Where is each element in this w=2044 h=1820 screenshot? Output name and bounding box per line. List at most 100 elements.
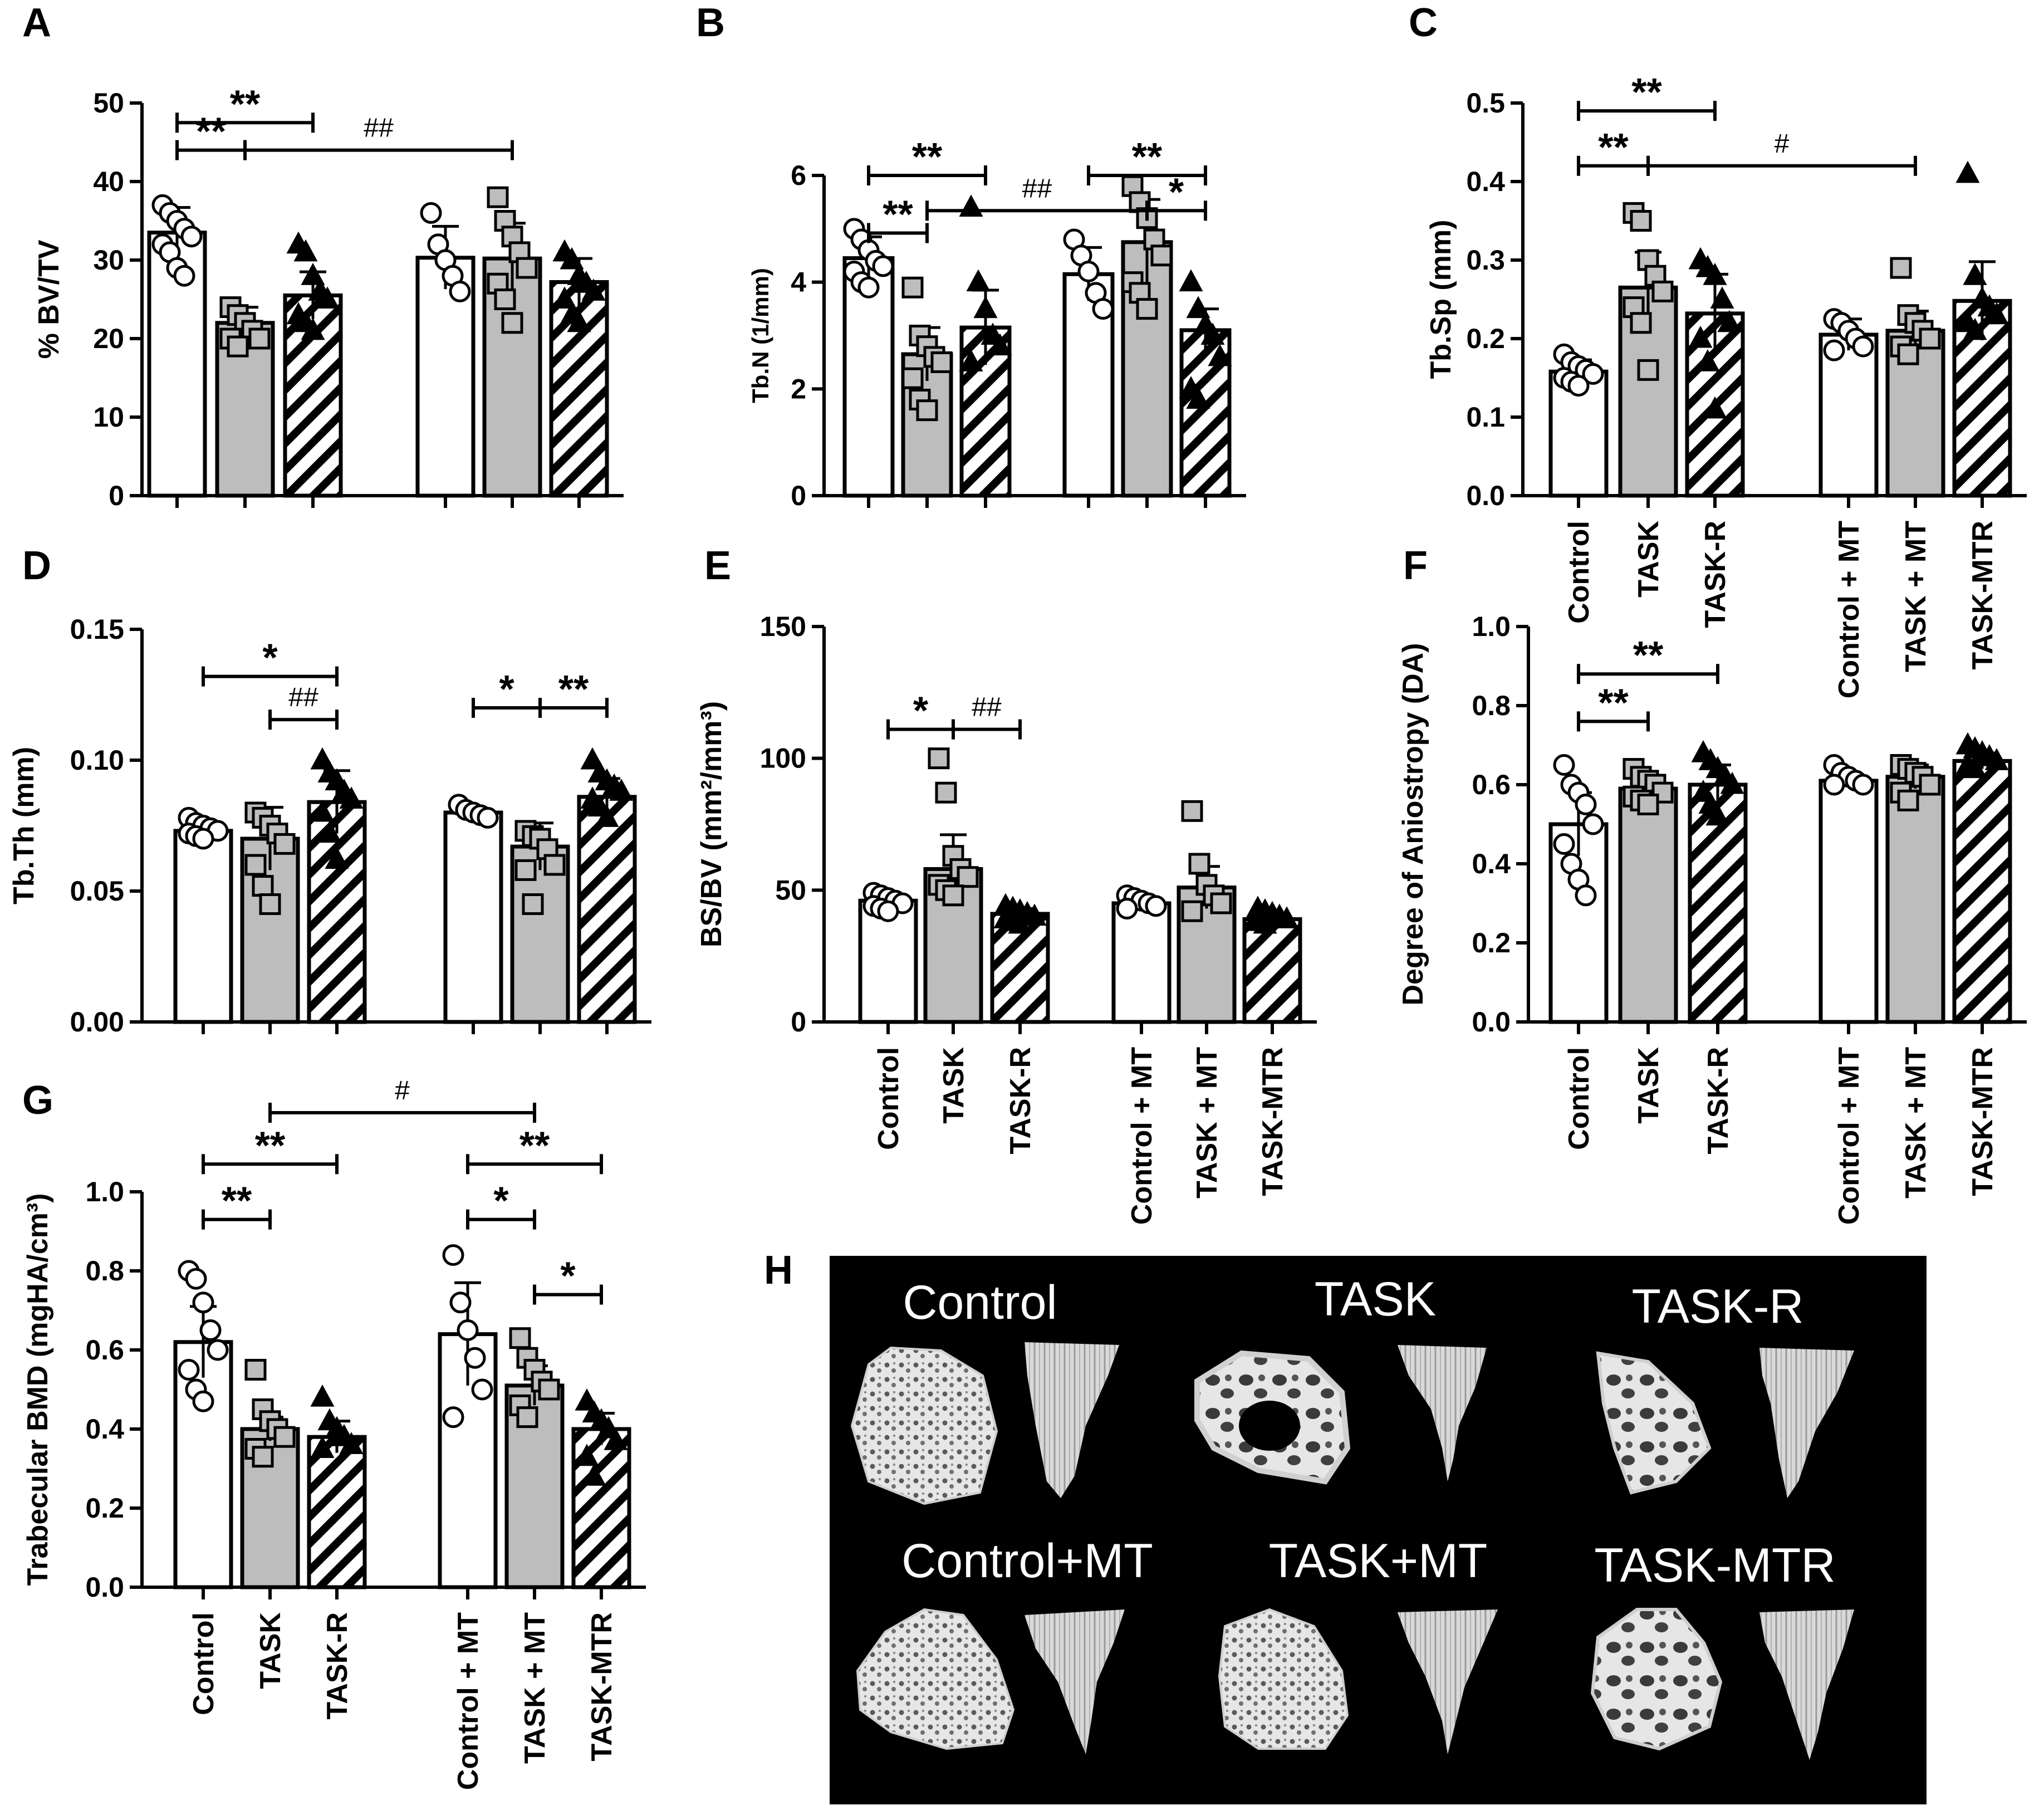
significance-label: ** xyxy=(1631,70,1662,114)
chart-panel-c: C 0.0 0.1 0.2 0.3 0.4 0.5 Tb.Sp (mm) Control TASK… xyxy=(1409,1,2027,698)
chart-panel-e: E 0 50 100 150 BS/BV (mm²/mm³) Control TASK TASK… xyxy=(695,544,1317,1225)
x-tick-label: TASK + MT xyxy=(1191,1047,1223,1198)
bar-control-mt xyxy=(1818,332,1879,498)
ct-task-mtr-cone xyxy=(1759,1609,1854,1760)
panel-letter: A xyxy=(22,1,51,45)
significance-bracket: * xyxy=(1145,170,1207,221)
x-tick-label: TASK-MTR xyxy=(1967,521,1999,670)
bar-task xyxy=(1618,786,1678,1024)
data-point xyxy=(1897,343,1919,365)
data-point xyxy=(339,1432,364,1454)
significance-bracket: * xyxy=(202,636,339,687)
y-axis-label: Tb.Sp (mm) xyxy=(1425,220,1457,379)
bar-task-mtr xyxy=(577,795,637,1024)
data-point xyxy=(1710,286,1734,309)
data-point xyxy=(1984,302,2009,325)
significance-label: ** xyxy=(196,110,227,153)
chart-panel-b: B 0 2 4 6 Tb.N (1/mm) ** ** ** ## * xyxy=(696,1,1246,511)
significance-bracket: # xyxy=(268,1076,536,1123)
x-tick-label: TASK-R xyxy=(1702,1047,1734,1154)
data-point xyxy=(1890,257,1912,279)
y-tick-label: 0.00 xyxy=(70,1006,124,1038)
ct-label-task-mtr: TASK-MTR xyxy=(1594,1539,1835,1592)
data-point xyxy=(1022,903,1047,926)
x-tick-label: TASK xyxy=(1633,1047,1665,1124)
y-tick-label: 0.2 xyxy=(1466,323,1505,354)
significance-bracket: ** xyxy=(1577,633,1719,684)
data-point xyxy=(325,847,349,869)
significance-bracket: ## xyxy=(268,683,339,730)
data-point xyxy=(514,859,537,881)
panel-letter: E xyxy=(704,544,731,588)
panel-letter: C xyxy=(1409,1,1438,45)
data-point xyxy=(1253,911,1277,934)
data-point xyxy=(877,900,899,922)
y-tick-label: 20 xyxy=(93,323,124,354)
data-point xyxy=(1116,897,1138,919)
ct-task-r-cross-section xyxy=(1596,1351,1712,1495)
ct-task-cross-section xyxy=(1194,1350,1351,1485)
data-point xyxy=(477,806,499,829)
data-point xyxy=(516,1406,538,1428)
ct-control-cone xyxy=(1025,1342,1119,1498)
y-tick-label: 0.6 xyxy=(85,1334,124,1366)
data-point xyxy=(442,1406,464,1428)
data-point xyxy=(582,1464,606,1486)
y-tick-label: 40 xyxy=(93,166,124,197)
y-tick-label: 1.0 xyxy=(1472,611,1511,642)
data-point xyxy=(966,269,991,292)
bar-task-mt xyxy=(1885,775,1945,1024)
significance-label: ** xyxy=(883,193,913,236)
significance-label: * xyxy=(1169,170,1184,213)
data-point xyxy=(1575,794,1597,815)
significance-label: # xyxy=(1775,129,1790,159)
data-point xyxy=(1703,263,1727,285)
data-point xyxy=(1919,774,1941,796)
data-point xyxy=(560,247,584,270)
x-tick-label: TASK + MT xyxy=(1900,521,1932,672)
significance-label: * xyxy=(262,636,278,679)
data-point xyxy=(1186,386,1210,409)
ct-task-r-cone xyxy=(1759,1348,1854,1498)
data-point xyxy=(301,263,325,285)
data-point xyxy=(339,786,364,809)
data-point xyxy=(1567,375,1590,397)
significance-label: ** xyxy=(255,1123,286,1167)
significance-label: * xyxy=(560,1254,576,1298)
y-tick-label: 1.0 xyxy=(85,1176,124,1207)
data-point xyxy=(959,349,983,371)
ct-label-task-mt: TASK+MT xyxy=(1269,1534,1488,1588)
y-tick-label: 4 xyxy=(791,267,806,298)
significance-label: * xyxy=(499,667,514,711)
data-point xyxy=(173,265,195,287)
data-point xyxy=(1145,895,1167,917)
data-point xyxy=(1553,754,1575,776)
x-tick-label: Control xyxy=(1563,521,1595,624)
significance-label: ** xyxy=(222,1179,252,1222)
significance-label: * xyxy=(913,689,929,732)
x-tick-label: TASK-MTR xyxy=(1257,1047,1289,1196)
data-point xyxy=(872,255,894,277)
data-point xyxy=(252,1446,274,1468)
data-point xyxy=(1852,335,1874,358)
significance-bracket: ** xyxy=(1577,125,1650,176)
bar-control-mt xyxy=(1111,901,1171,1024)
data-point xyxy=(1651,781,1674,804)
data-point xyxy=(227,335,249,358)
data-point xyxy=(1188,853,1210,875)
data-point xyxy=(1150,244,1173,267)
data-point xyxy=(1897,789,1919,811)
data-point xyxy=(1963,756,1987,779)
y-tick-label: 0 xyxy=(791,480,806,511)
data-point xyxy=(317,820,342,843)
chart-panel-g: G 0.0 0.2 0.4 0.6 0.8 1.0 Trabecular BMD (mgHA/… xyxy=(22,1076,646,1790)
data-point xyxy=(901,276,924,299)
y-tick-label: 0.4 xyxy=(1472,848,1511,879)
x-tick-label: TASK-R xyxy=(1004,1047,1037,1154)
significance-label: # xyxy=(395,1076,410,1105)
x-tick-label: TASK xyxy=(254,1612,287,1689)
significance-label: ** xyxy=(1598,125,1629,169)
y-tick-label: 0.8 xyxy=(85,1255,124,1286)
significance-bracket: * xyxy=(472,667,542,718)
panel-letter: B xyxy=(696,1,725,45)
